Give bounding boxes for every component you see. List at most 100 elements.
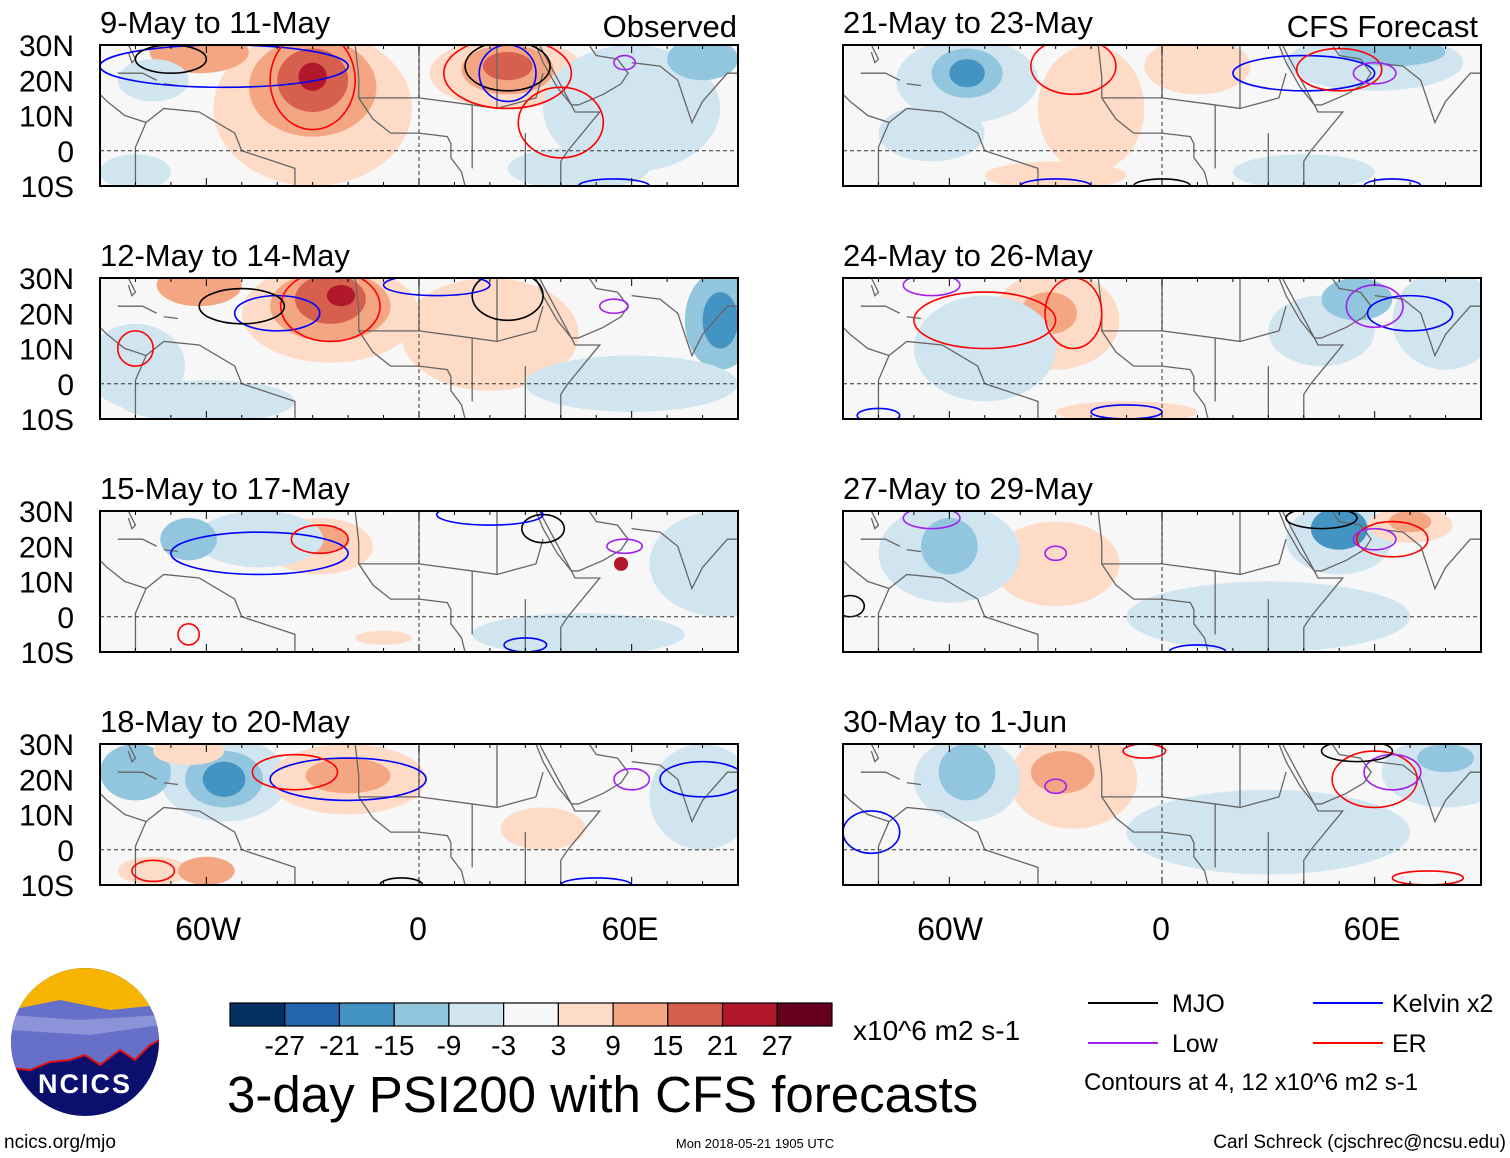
map-panel-8: 30-May to 1-Jun xyxy=(842,704,1482,886)
colorbar: -27 -21 -15 -9 -3 3 9 15 21 27 xyxy=(229,1002,833,1061)
wave-contour xyxy=(902,278,961,297)
wave-contour xyxy=(251,753,339,791)
logo-text: NCICS xyxy=(38,1069,132,1099)
lat-tick-label: 20N xyxy=(19,531,74,564)
anomaly-shading xyxy=(878,104,985,162)
colorbar-swatch xyxy=(338,1002,395,1027)
wave-contour xyxy=(1044,778,1068,795)
lon-tick-label: 0 xyxy=(409,911,427,947)
lat-tick-label: 10N xyxy=(19,101,74,134)
anomaly-shading xyxy=(1392,278,1481,370)
author-credit: Carl Schreck (cjschrec@ncsu.edu) xyxy=(1213,1132,1506,1153)
anomaly-shading xyxy=(117,380,295,419)
anomaly-shading xyxy=(202,761,246,797)
lat-tick-label: 10S xyxy=(21,870,74,903)
anomaly-shading xyxy=(949,59,985,88)
wave-contour xyxy=(598,298,629,315)
lat-tick-label: 30N xyxy=(19,496,74,529)
wave-contour xyxy=(559,877,633,885)
anomaly-shading xyxy=(702,292,738,349)
coastline xyxy=(877,573,1039,652)
coastline xyxy=(877,107,1039,186)
colorbar-swatch xyxy=(776,1002,833,1027)
map-panel-5: 21-May to 23-May xyxy=(842,5,1482,187)
panel-title: 12-May to 14-May xyxy=(100,238,350,273)
panel-title: 21-May to 23-May xyxy=(843,5,1093,40)
coastline xyxy=(354,744,466,885)
anomaly-shading xyxy=(938,744,996,801)
coastline xyxy=(134,107,296,186)
panel-title: 24-May to 26-May xyxy=(843,238,1093,273)
coastline xyxy=(1101,539,1287,576)
map-panel-7: 27-May to 29-May xyxy=(842,471,1482,653)
colorbar-swatch xyxy=(393,1002,450,1027)
er-legend-label: ER xyxy=(1392,1030,1427,1058)
coastline xyxy=(631,61,738,125)
lat-tick-label: 30N xyxy=(19,729,74,762)
lat-tick-label: 0 xyxy=(57,835,74,868)
coastline xyxy=(1097,45,1209,186)
wave-contour xyxy=(478,45,537,103)
colorbar-label: -15 xyxy=(374,1030,414,1061)
anomaly-shading xyxy=(1144,45,1251,95)
panel-title: 15-May to 17-May xyxy=(100,471,350,506)
anomaly-shading xyxy=(649,511,738,617)
wave-contour xyxy=(116,330,154,367)
wave-contour xyxy=(1122,744,1167,759)
coastline xyxy=(538,45,629,106)
wave-contour xyxy=(100,45,349,89)
coastline xyxy=(906,83,922,87)
site-link[interactable]: ncics.org/mjo xyxy=(4,1132,116,1153)
coastline xyxy=(1374,760,1481,824)
coastline xyxy=(1374,294,1481,358)
anomaly-shading xyxy=(156,278,242,307)
lon-tick-label: 60W xyxy=(917,911,984,947)
mjo-legend-label: MJO xyxy=(1172,990,1225,1018)
wave-contour xyxy=(1285,511,1358,530)
panel-title: 30-May to 1-Jun xyxy=(843,704,1067,739)
wave-contour xyxy=(613,54,637,71)
wave-contour xyxy=(290,524,349,555)
anomaly-shading xyxy=(1321,278,1393,321)
colorbar-label: -3 xyxy=(491,1030,516,1061)
coastline xyxy=(1097,511,1209,652)
wave-contour xyxy=(1356,520,1429,558)
anomaly-shading xyxy=(195,511,324,568)
coastline xyxy=(843,278,880,297)
wave-contour xyxy=(902,511,961,530)
left-lon-axis: 60W 0 60E xyxy=(175,911,658,947)
lat-tick-label: 10S xyxy=(21,637,74,670)
coastline xyxy=(1374,61,1481,125)
coastline xyxy=(1278,278,1345,419)
coastline xyxy=(100,744,137,763)
panel-title: 9-May to 11-May xyxy=(100,5,331,40)
coastline xyxy=(117,305,158,314)
timestamp: Mon 2018-05-21 1905 UTC xyxy=(676,1136,834,1151)
coastline xyxy=(134,340,296,419)
lat-tick-label: 10S xyxy=(21,404,74,437)
anomaly-shading xyxy=(472,613,685,652)
lat-tick-label: 20N xyxy=(19,298,74,331)
wave-contour xyxy=(443,45,573,110)
coastline xyxy=(163,316,179,320)
wave-contour xyxy=(269,45,356,131)
colorbar-label: -21 xyxy=(319,1030,359,1061)
coastline xyxy=(134,573,296,652)
colorbar-label: 21 xyxy=(707,1030,738,1061)
anomaly-shading xyxy=(1339,45,1446,67)
wave-contour xyxy=(913,291,1057,350)
coastline xyxy=(1374,527,1481,591)
colorbar-label: 3 xyxy=(551,1030,567,1061)
colorbar-swatch xyxy=(284,1002,341,1027)
coastline xyxy=(100,559,147,590)
anomaly-shading xyxy=(482,52,533,81)
coastline xyxy=(860,771,901,780)
coastline xyxy=(100,511,137,530)
wave-contour xyxy=(1044,545,1068,562)
right-lon-axis: 60W 0 60E xyxy=(917,911,1400,947)
lat-tick-label: 30N xyxy=(19,30,74,63)
wave-contour xyxy=(1030,45,1117,96)
wave-contour xyxy=(269,757,427,802)
